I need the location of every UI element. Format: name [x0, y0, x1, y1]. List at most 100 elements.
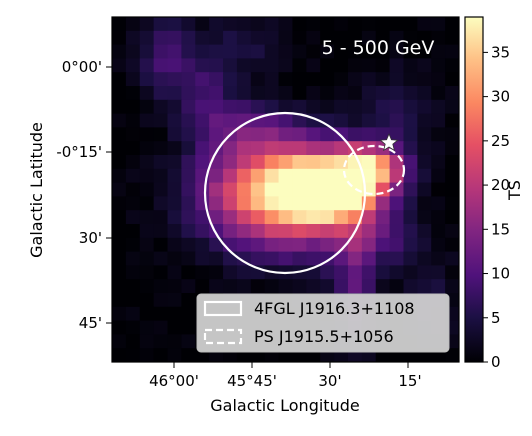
heatmap-cell — [139, 86, 155, 101]
heatmap-cell — [125, 99, 141, 115]
heatmap-cell — [431, 72, 446, 87]
heatmap-cell — [389, 182, 405, 197]
heatmap-cell — [278, 30, 294, 46]
heatmap-cell — [181, 182, 196, 197]
heatmap-cell — [403, 279, 418, 294]
heatmap-cell — [431, 113, 446, 128]
heatmap-cell — [112, 44, 127, 59]
heatmap-cell — [236, 182, 252, 197]
heatmap-cell — [389, 72, 405, 87]
heatmap-cell — [320, 168, 335, 184]
heatmap-cell — [167, 182, 182, 197]
heatmap-cell — [306, 168, 321, 184]
heatmap-cell — [167, 86, 182, 101]
heatmap-cell — [112, 293, 127, 308]
heatmap-cell — [153, 306, 169, 322]
heatmap-cell — [139, 279, 155, 294]
heatmap-cell — [153, 279, 169, 294]
plot-frame — [111, 16, 460, 363]
heatmap-cell — [153, 72, 169, 87]
heatmap-cell — [431, 210, 446, 225]
heatmap-cell — [431, 155, 446, 170]
source-overlays — [203, 111, 406, 275]
heatmap-cell — [292, 141, 307, 156]
heatmap-cell — [403, 72, 418, 87]
heatmap-cell — [250, 155, 266, 170]
heatmap-cell — [125, 306, 141, 322]
heatmap-cell — [445, 210, 459, 225]
heatmap-cell — [139, 251, 155, 266]
heatmap-cell — [445, 141, 459, 156]
heatmap-cell — [181, 293, 196, 308]
heatmap-cell — [153, 265, 169, 280]
heatmap-cell — [153, 251, 169, 266]
heatmap-cell — [431, 265, 446, 280]
heatmap-cell — [278, 127, 294, 142]
heatmap-cell — [236, 44, 252, 59]
heatmap-cell — [306, 17, 321, 32]
heatmap-cell — [361, 265, 377, 280]
heatmap-cell — [334, 99, 349, 115]
heatmap-cell — [250, 210, 266, 225]
heatmap-cell — [361, 99, 377, 115]
heatmap-cell — [236, 251, 252, 266]
heatmap-cell — [403, 210, 418, 225]
heatmap-cell — [223, 17, 238, 32]
heatmap-cell — [112, 17, 127, 32]
heatmap-cell — [209, 279, 224, 294]
heatmap-cell — [181, 265, 196, 280]
heatmap-cell — [403, 30, 418, 46]
heatmap-cell — [181, 141, 196, 156]
heatmap-cell — [361, 168, 377, 184]
heatmap-cell — [139, 72, 155, 87]
heatmap-cell — [278, 182, 294, 197]
heatmap-cell — [375, 86, 391, 101]
heatmap-cell — [250, 196, 266, 211]
heatmap-cell — [347, 251, 363, 266]
heatmap-cell — [209, 86, 224, 101]
heatmap-cell — [347, 44, 363, 59]
heatmap-cell — [445, 196, 459, 211]
heatmap-cell — [264, 224, 280, 239]
heatmap-cell — [139, 141, 155, 156]
chart-title: 5 - 500 GeV — [322, 37, 435, 59]
heatmap-cell — [112, 334, 127, 349]
heatmap-cell — [264, 196, 280, 211]
heatmap-cell — [320, 265, 335, 280]
heatmap-cell — [375, 265, 391, 280]
heatmap-cell — [278, 17, 294, 32]
heatmap-cell — [153, 155, 169, 170]
heatmap-cell — [139, 44, 155, 59]
heatmap-cell — [264, 17, 280, 32]
heatmap-cell — [431, 224, 446, 239]
heatmap-cell — [417, 72, 432, 87]
heatmap-cell — [264, 30, 280, 46]
heatmap-cell — [236, 196, 252, 211]
heatmap-cell — [417, 30, 432, 46]
heatmap-cell — [431, 251, 446, 266]
heatmap-cell — [292, 86, 307, 101]
heatmap-cell — [361, 251, 377, 266]
heatmap-cell — [209, 127, 224, 142]
colorbar-tick-label: 35 — [491, 43, 510, 61]
heatmap-cell — [236, 99, 252, 115]
heatmap-cell — [264, 113, 280, 128]
heatmap-cell — [347, 196, 363, 211]
heatmap-cell — [389, 30, 405, 46]
heatmap-cell — [236, 237, 252, 253]
heatmap-cell — [361, 155, 377, 170]
heatmap-cell — [223, 251, 238, 266]
heatmap-cell — [181, 210, 196, 225]
heatmap-cell — [347, 141, 363, 156]
colorbar-tick-label: 10 — [491, 265, 510, 283]
heatmap-cell — [125, 127, 141, 142]
heatmap-cell — [417, 279, 432, 294]
heatmap-cell — [139, 348, 155, 362]
heatmap-cell — [181, 334, 196, 349]
heatmap-cell — [347, 279, 363, 294]
heatmap-cell — [417, 44, 432, 59]
heatmap-cell — [112, 99, 127, 115]
heatmap-cell — [153, 44, 169, 59]
heatmap-cell — [306, 30, 321, 46]
